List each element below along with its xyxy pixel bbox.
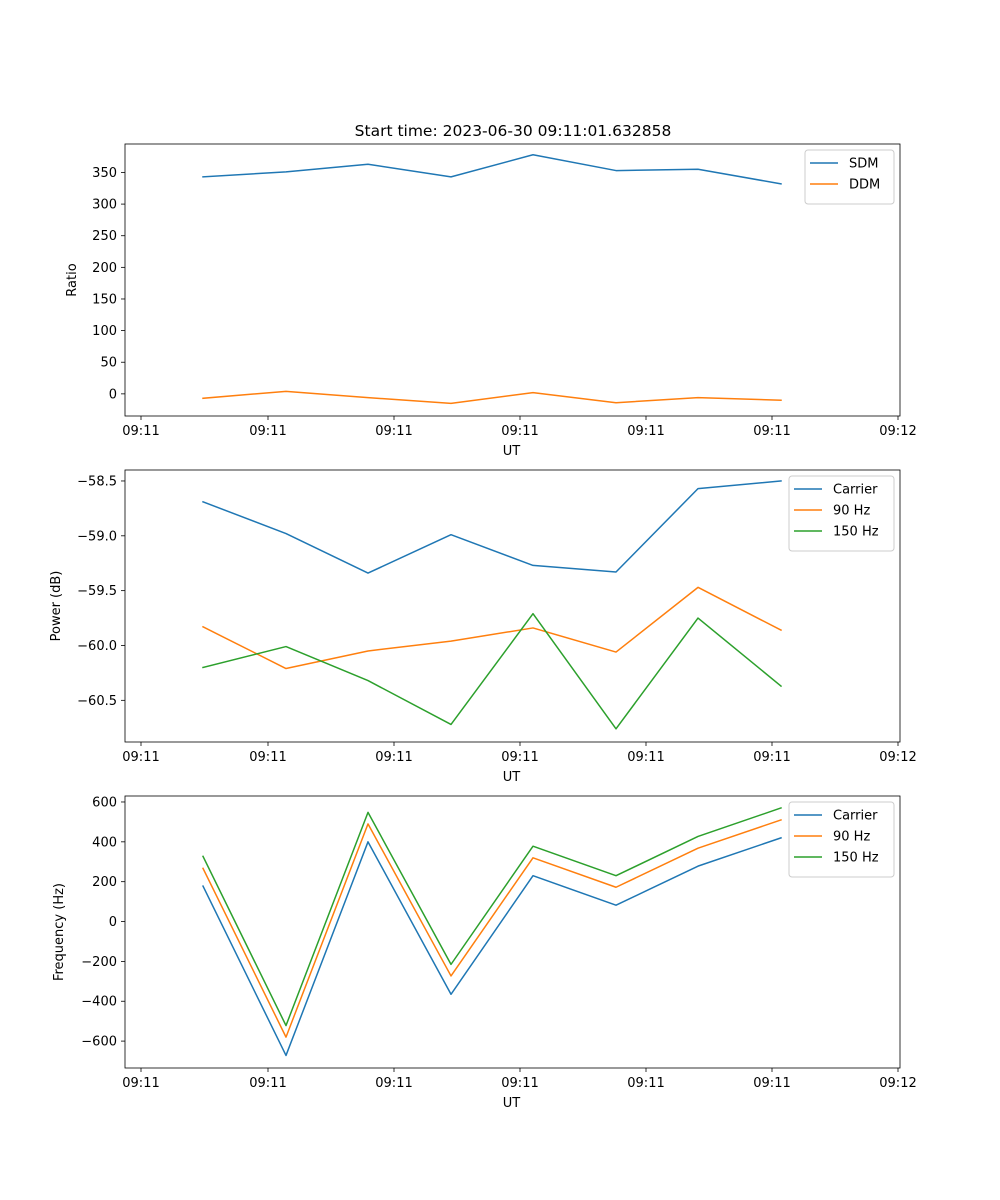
chart-panel-2: 09:11 09:11 09:11 09:11 09:11 09:11 09:12 −60.5…	[49, 469, 917, 785]
x-tick-label: 09:11	[375, 750, 412, 765]
plot-frame	[124, 469, 901, 743]
x-tick-label: 09:11	[249, 424, 286, 439]
x-tick-label: 09:11	[501, 1076, 538, 1091]
x-tick-label: 09:12	[879, 1076, 916, 1091]
x-tick-label: 09:11	[627, 424, 664, 439]
y-axis-label: Ratio	[65, 263, 80, 296]
x-axis-label: UT	[503, 1096, 521, 1111]
legend-label: Carrier	[833, 809, 878, 824]
y-tick-label: −60.5	[77, 694, 117, 709]
legend-label: DDM	[849, 178, 880, 193]
series-line	[202, 612, 783, 730]
x-tick-label: 09:11	[122, 750, 159, 765]
y-tick-label: 0	[109, 387, 117, 402]
y-tick-label: 200	[92, 261, 117, 276]
y-tick-label: −200	[81, 955, 117, 970]
legend-label: SDM	[849, 157, 878, 172]
y-tick-label: 400	[92, 835, 117, 850]
y-tick-label: 300	[92, 198, 117, 213]
y-tick-label: 150	[92, 292, 117, 307]
chart-panels: 09:11 09:11 09:11 09:11 09:11 09:11 09:12 0 50 10…	[49, 143, 917, 1111]
x-tick-label: 09:11	[375, 1076, 412, 1091]
series-line	[202, 480, 782, 574]
series-line	[201, 836, 782, 1057]
y-tick-label: 50	[100, 356, 117, 371]
x-tick-label: 09:11	[753, 1076, 790, 1091]
y-tick-label: 200	[92, 875, 117, 890]
y-tick-label: −400	[81, 995, 117, 1010]
x-tick-label: 09:12	[879, 424, 916, 439]
x-tick-label: 09:11	[249, 1076, 286, 1091]
legend: Carrier 90 Hz 150 Hz	[788, 475, 895, 552]
x-tick-label: 09:11	[753, 750, 790, 765]
y-tick-label: 0	[109, 915, 117, 930]
legend-box	[788, 475, 895, 552]
figure-title: Start time: 2023-06-30 09:11:01.632858	[355, 122, 672, 140]
y-axis-label: Power (dB)	[49, 571, 64, 642]
series-line	[202, 154, 782, 185]
y-tick-label: −60.0	[77, 639, 117, 654]
y-tick-label: 350	[92, 166, 117, 181]
legend-label: 90 Hz	[833, 504, 870, 519]
y-tick-label: −58.5	[77, 474, 117, 489]
legend: SDM DDM	[804, 149, 895, 205]
y-tick-label: 100	[92, 324, 117, 339]
x-tick-label: 09:12	[879, 750, 916, 765]
legend-label: 150 Hz	[833, 851, 879, 866]
legend-label: Carrier	[833, 483, 878, 498]
x-axis-label: UT	[503, 444, 521, 459]
chart-panel-3: 09:11 09:11 09:11 09:11 09:11 09:11 09:12 −600 −…	[52, 795, 917, 1111]
plot-frame	[124, 143, 901, 417]
series-line	[201, 586, 783, 670]
y-tick-label: −59.5	[77, 584, 117, 599]
x-tick-label: 09:11	[627, 750, 664, 765]
legend-box	[788, 801, 895, 878]
legend-label: 150 Hz	[833, 525, 879, 540]
y-tick-label: −600	[81, 1035, 117, 1050]
x-tick-label: 09:11	[375, 424, 412, 439]
series-line	[202, 390, 782, 405]
x-tick-label: 09:11	[249, 750, 286, 765]
y-tick-label: 250	[92, 229, 117, 244]
y-tick-label: −59.0	[77, 529, 117, 544]
plot-frame	[124, 795, 901, 1069]
legend-label: 90 Hz	[833, 830, 870, 845]
y-tick-label: 600	[92, 795, 117, 810]
legend: Carrier 90 Hz 150 Hz	[788, 801, 895, 878]
x-axis-label: UT	[503, 770, 521, 785]
x-tick-label: 09:11	[122, 1076, 159, 1091]
series-line	[201, 818, 782, 1038]
x-tick-label: 09:11	[627, 1076, 664, 1091]
chart-panel-1: 09:11 09:11 09:11 09:11 09:11 09:11 09:12 0 50 10…	[65, 143, 917, 459]
x-tick-label: 09:11	[501, 424, 538, 439]
x-tick-label: 09:11	[753, 424, 790, 439]
x-tick-label: 09:11	[122, 424, 159, 439]
series-line	[201, 807, 782, 1027]
x-tick-label: 09:11	[501, 750, 538, 765]
y-axis-label: Frequency (Hz)	[52, 883, 67, 981]
